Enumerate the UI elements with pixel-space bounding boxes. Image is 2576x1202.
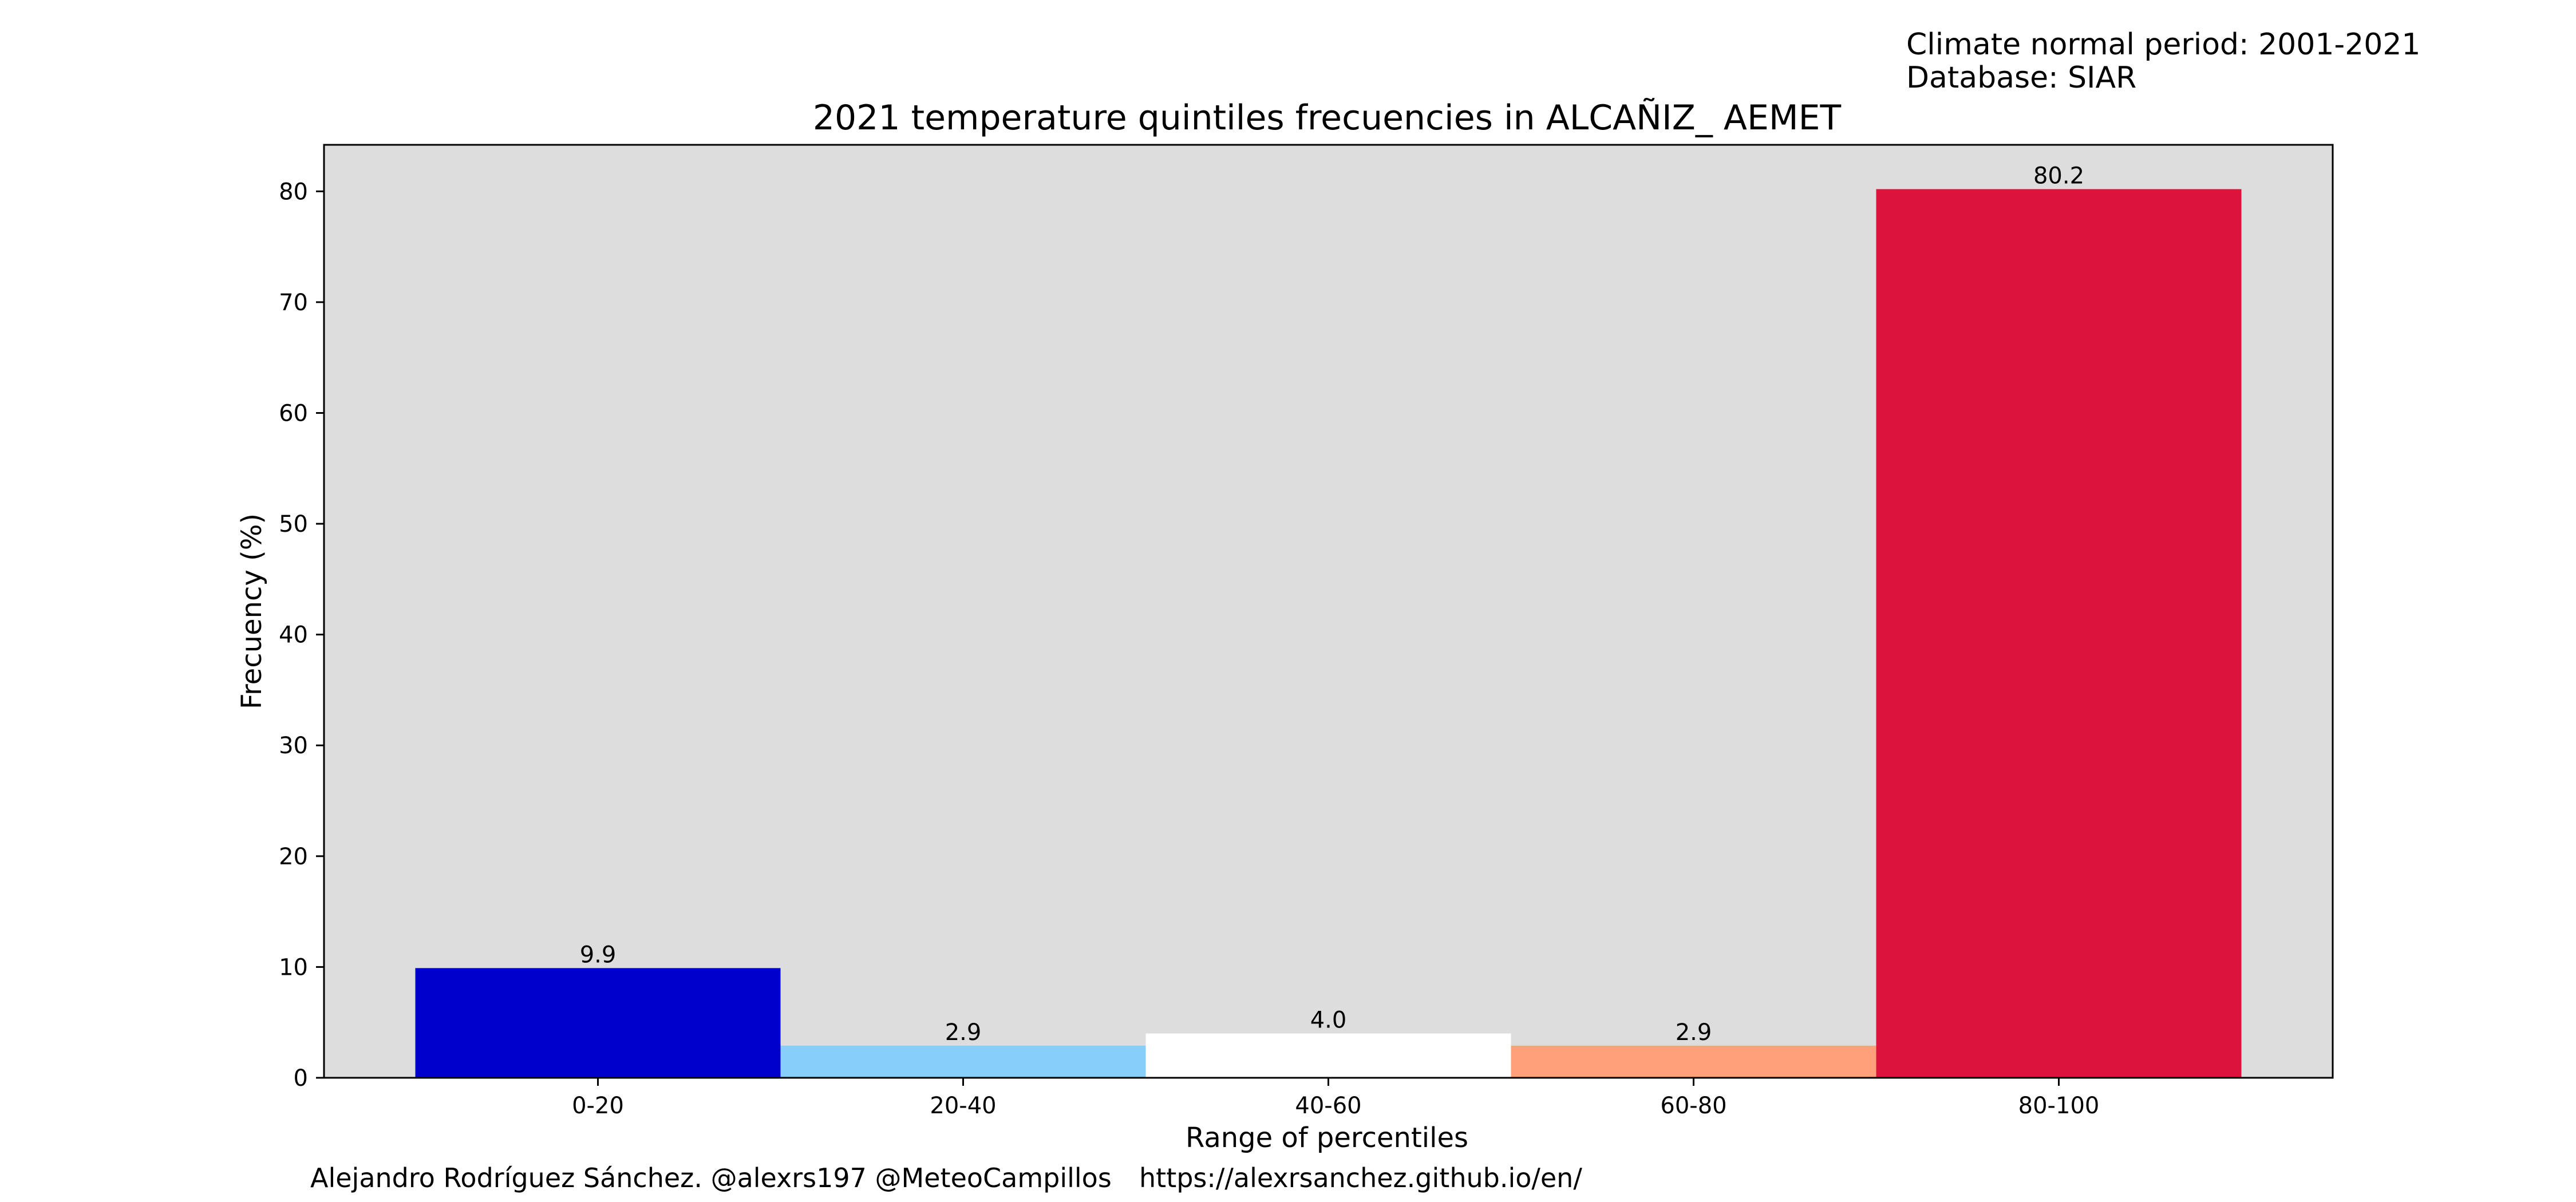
database-note: Database: SIAR	[1906, 61, 2136, 95]
y-axis-label: Frecuency (%)	[236, 513, 268, 709]
y-tick-label: 20	[279, 844, 308, 870]
y-axis-ticks: 0 10 20 30 40 50 60 70 80	[279, 179, 324, 1092]
x-tick-label: 60-80	[1660, 1093, 1726, 1119]
x-tick-label: 0-20	[572, 1093, 624, 1119]
bar-20-40	[780, 1045, 1146, 1078]
x-tick-label: 20-40	[930, 1093, 996, 1119]
x-axis-label: Range of percentiles	[1186, 1122, 1468, 1154]
x-tick-label: 80-100	[2018, 1093, 2100, 1119]
bar-40-60	[1145, 1033, 1511, 1078]
bar-value-labels: 9.9 2.9 4.0 2.9 80.2	[580, 163, 2084, 1045]
bar-60-80	[1511, 1045, 1876, 1078]
bar-value-label: 2.9	[945, 1019, 982, 1046]
bar-value-label: 80.2	[2033, 163, 2084, 189]
y-tick-label: 60	[279, 400, 308, 426]
x-axis-ticks: 0-20 20-40 40-60 60-80 80-100	[572, 1078, 2099, 1119]
bar-value-label: 2.9	[1676, 1019, 1712, 1046]
x-tick-label: 40-60	[1295, 1093, 1361, 1119]
y-tick-label: 70	[279, 290, 308, 316]
bar-value-label: 4.0	[1310, 1007, 1347, 1034]
y-tick-label: 50	[279, 511, 308, 537]
chart-title: 2021 temperature quintiles frecuencies i…	[813, 97, 1842, 138]
bars	[415, 189, 2242, 1078]
author-credit: Alejandro Rodríguez Sánchez. @alexrs197 …	[310, 1163, 1112, 1193]
y-tick-label: 10	[279, 954, 308, 980]
y-tick-label: 30	[279, 733, 308, 759]
climate-period-note: Climate normal period: 2001-2021	[1906, 27, 2421, 62]
bar-value-label: 9.9	[580, 942, 617, 968]
bar-0-20	[415, 968, 781, 1078]
plot-frame	[323, 144, 2334, 1079]
bar-80-100	[1876, 189, 2242, 1078]
website-credit: https://alexrsanchez.github.io/en/	[1139, 1163, 1582, 1193]
y-tick-label: 0	[294, 1065, 308, 1092]
y-tick-label: 80	[279, 179, 308, 205]
y-tick-label: 40	[279, 622, 308, 649]
